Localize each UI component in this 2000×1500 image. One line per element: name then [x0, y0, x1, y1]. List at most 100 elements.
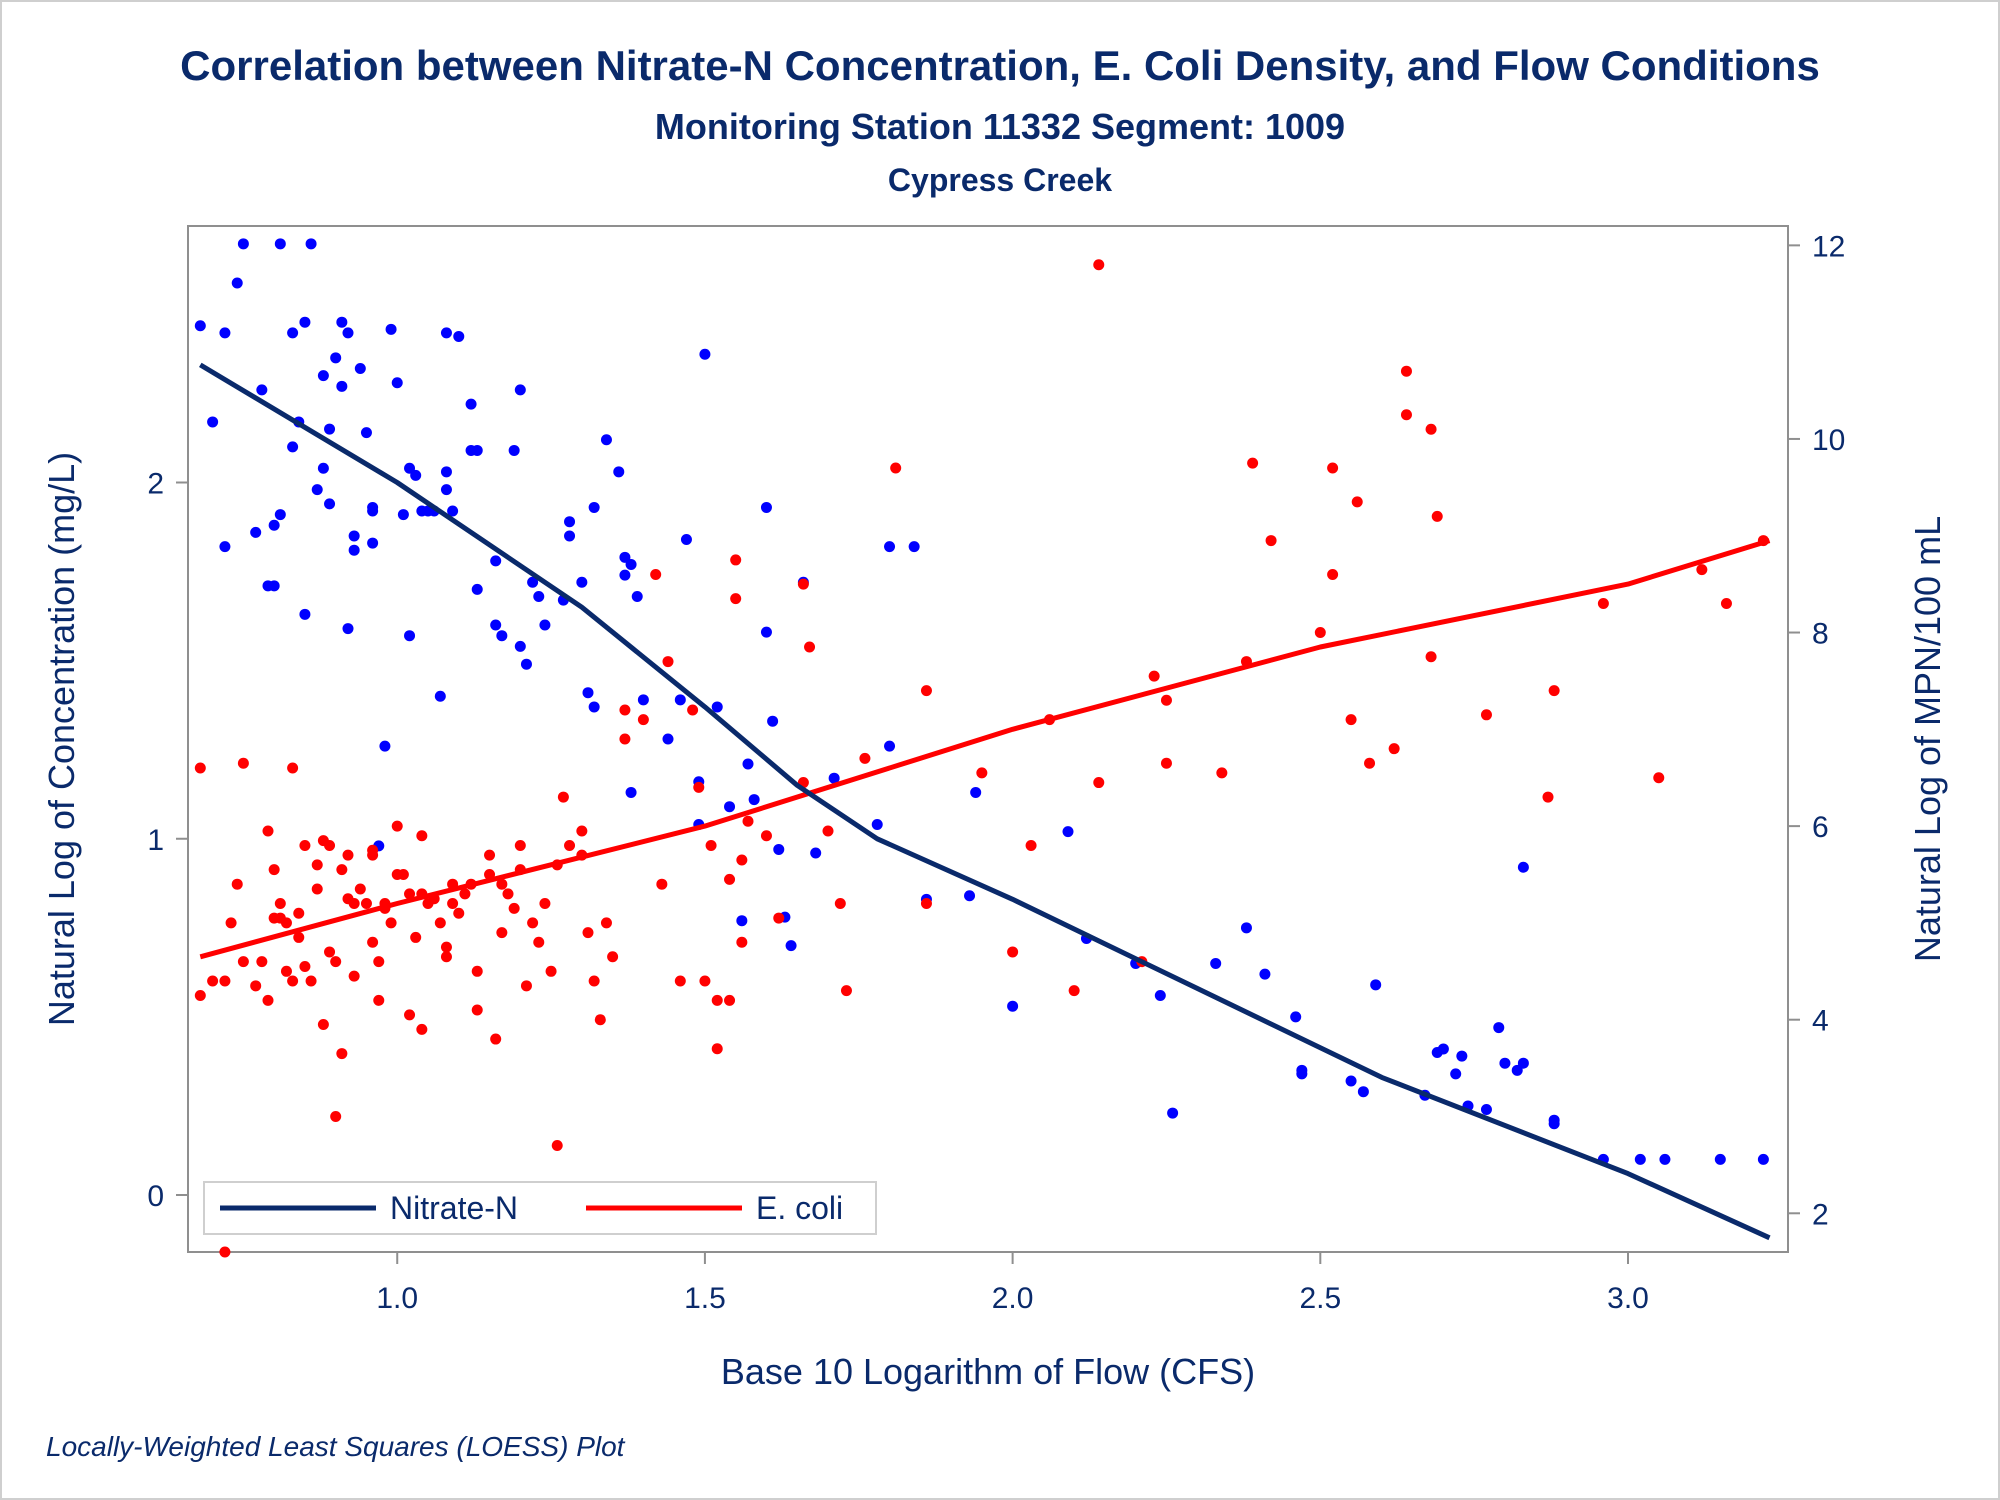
ecoli-point [637, 714, 649, 726]
ecoli-point [262, 994, 274, 1006]
nitrate-point [1548, 1114, 1560, 1126]
nitrate-point [324, 498, 336, 510]
nitrate-point [207, 416, 219, 428]
chart-subtitle-station: Cypress Creek [888, 162, 1112, 198]
nitrate-point [1290, 1011, 1302, 1023]
nitrate-point [1480, 1104, 1492, 1115]
nitrate-point [250, 526, 262, 538]
nitrate-point [490, 619, 502, 631]
nitrate-point [440, 484, 452, 496]
nitrate-point [1757, 1153, 1769, 1165]
ecoli-point [736, 936, 748, 948]
nitrate-point [619, 569, 631, 581]
ecoli-point [976, 767, 988, 779]
nitrate-point [582, 687, 594, 699]
y-axis-right: 2 4 6 8 10 12 [1788, 230, 1845, 1231]
nitrate-point [1499, 1057, 1511, 1069]
nitrate-point [884, 740, 896, 752]
ecoli-point [920, 685, 932, 697]
ecoli-point [416, 830, 428, 842]
nitrate-point [760, 626, 772, 638]
nitrate-point [348, 544, 360, 556]
ecoli-point [348, 898, 360, 910]
chart-subtitle: Monitoring Station 11332 Segment: 1009 [655, 106, 1345, 147]
nitrate-point [742, 758, 754, 770]
x-tick-label: 2.0 [992, 1282, 1034, 1315]
ecoli-point [1653, 772, 1665, 784]
ecoli-point [354, 883, 366, 895]
y-right-tick-label: 6 [1812, 811, 1829, 844]
ecoli-point [687, 704, 699, 716]
nitrate-point [379, 740, 391, 752]
nitrate-point [256, 384, 268, 396]
ecoli-point [207, 975, 219, 987]
nitrate-point [342, 623, 354, 635]
ecoli-point [890, 462, 902, 474]
ecoli-point [268, 864, 280, 876]
ecoli-point [594, 1014, 606, 1026]
ecoli-point [539, 898, 551, 910]
ecoli-point [582, 927, 594, 939]
ecoli-point [1480, 709, 1492, 721]
nitrate-point [367, 537, 379, 549]
nitrate-point [1210, 957, 1222, 969]
ecoli-point [1314, 627, 1326, 639]
x-tick-label: 1.5 [684, 1282, 726, 1315]
ecoli-point [773, 912, 785, 924]
nitrate-point [576, 576, 588, 588]
ecoli-point [693, 781, 705, 793]
ecoli-point [742, 815, 754, 827]
ecoli-point [724, 994, 736, 1006]
nitrate-point [268, 519, 280, 531]
y-axis-left: 0 1 2 [147, 468, 188, 1213]
nitrate-point [637, 694, 649, 706]
ecoli-point [293, 907, 305, 919]
ecoli-point [576, 825, 588, 837]
ecoli-point [330, 956, 342, 968]
ecoli-point [280, 917, 292, 929]
nitrate-point [274, 509, 286, 521]
nitrate-point [1634, 1153, 1646, 1165]
nitrate-point [724, 801, 736, 813]
ecoli-point [287, 762, 299, 774]
nitrate-point [385, 323, 397, 335]
nitrate-point [613, 466, 625, 478]
nitrate-point [748, 794, 760, 806]
ecoli-point [508, 902, 520, 914]
ecoli-point [1548, 685, 1560, 697]
nitrate-point [871, 819, 883, 830]
nitrate-point [674, 694, 686, 706]
ecoli-fit-line [199, 538, 1771, 960]
y-axis-left-label: Natural Log of Concentration (mg/L) [41, 452, 82, 1026]
ecoli-point [1160, 757, 1172, 769]
ecoli-point [194, 762, 206, 774]
ecoli-point [711, 1043, 723, 1055]
nitrate-point [908, 541, 920, 553]
nitrate-point [317, 462, 329, 474]
ecoli-point [607, 951, 619, 963]
nitrate-fit-line [199, 362, 1771, 1241]
ecoli-point [311, 883, 323, 895]
nitrate-point [447, 505, 459, 517]
nitrate-point [410, 469, 422, 481]
ecoli-point [1425, 651, 1437, 663]
ecoli-point [484, 849, 496, 861]
nitrate-point [619, 551, 631, 563]
nitrate-point [336, 380, 348, 392]
nitrate-point [527, 576, 539, 588]
nitrate-point [231, 277, 243, 289]
nitrate-point [773, 843, 785, 855]
ecoli-point [237, 956, 249, 968]
ecoli-point [1597, 597, 1609, 609]
nitrate-point [588, 501, 600, 513]
ecoli-point [1696, 564, 1708, 576]
nitrate-point [1345, 1075, 1357, 1087]
ecoli-point [274, 898, 286, 910]
y-left-tick-label: 2 [147, 468, 164, 501]
y-left-tick-label: 1 [147, 824, 164, 857]
plot-area [187, 225, 1789, 1253]
nitrate-point [465, 398, 477, 410]
ecoli-point [367, 844, 379, 856]
nitrate-point [564, 530, 576, 542]
